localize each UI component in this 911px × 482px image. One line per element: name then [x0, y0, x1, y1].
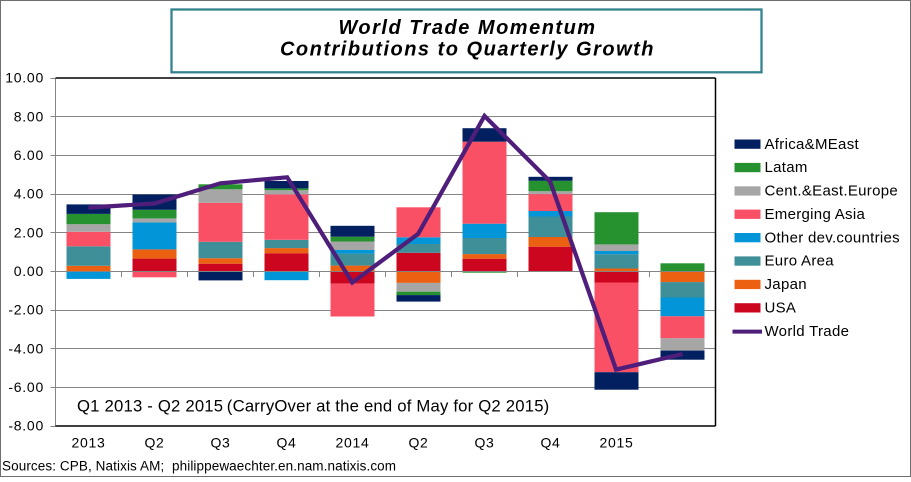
svg-text:Africa&MEast: Africa&MEast	[765, 136, 860, 153]
svg-text:4.00: 4.00	[14, 186, 44, 202]
svg-text:-6.00: -6.00	[8, 379, 44, 395]
svg-text:Sources: CPB, Natixis AM; phi: Sources: CPB, Natixis AM; philippewaecht…	[2, 459, 396, 474]
svg-text:Q3: Q3	[474, 435, 494, 451]
svg-text:Cent.&East.Europe: Cent.&East.Europe	[765, 183, 899, 200]
svg-text:Other dev.countries: Other dev.countries	[765, 229, 901, 246]
svg-text:Q1 2013 - Q2 2015 (CarryOver a: Q1 2013 - Q2 2015 (CarryOver at the end …	[77, 396, 549, 415]
svg-text:-2.00: -2.00	[8, 302, 44, 318]
svg-text:Q4: Q4	[276, 435, 296, 451]
svg-text:2014: 2014	[336, 435, 370, 451]
svg-text:-4.00: -4.00	[8, 340, 44, 356]
svg-text:Q2: Q2	[144, 435, 164, 451]
svg-text:10.00: 10.00	[5, 70, 44, 86]
svg-text:-8.00: -8.00	[8, 418, 44, 434]
svg-text:Q3: Q3	[210, 435, 230, 451]
svg-text:2015: 2015	[600, 435, 634, 451]
svg-text:World Trade Momentum: World Trade Momentum	[338, 17, 596, 39]
svg-text:Japan: Japan	[765, 276, 807, 293]
svg-text:Q4: Q4	[540, 435, 560, 451]
svg-text:Euro Area: Euro Area	[765, 253, 835, 270]
svg-text:USA: USA	[765, 300, 797, 317]
svg-text:8.00: 8.00	[14, 108, 44, 124]
svg-text:World Trade: World Trade	[765, 323, 850, 340]
svg-text:Q2: Q2	[408, 435, 428, 451]
svg-text:Contributions to Quarterly Gro: Contributions to Quarterly Growth	[280, 39, 655, 61]
svg-text:Emerging Asia: Emerging Asia	[765, 206, 866, 223]
svg-text:0.00: 0.00	[14, 263, 44, 279]
svg-text:6.00: 6.00	[14, 147, 44, 163]
svg-text:2.00: 2.00	[14, 224, 44, 240]
svg-text:Latam: Latam	[765, 159, 808, 176]
svg-text:2013: 2013	[72, 435, 106, 451]
